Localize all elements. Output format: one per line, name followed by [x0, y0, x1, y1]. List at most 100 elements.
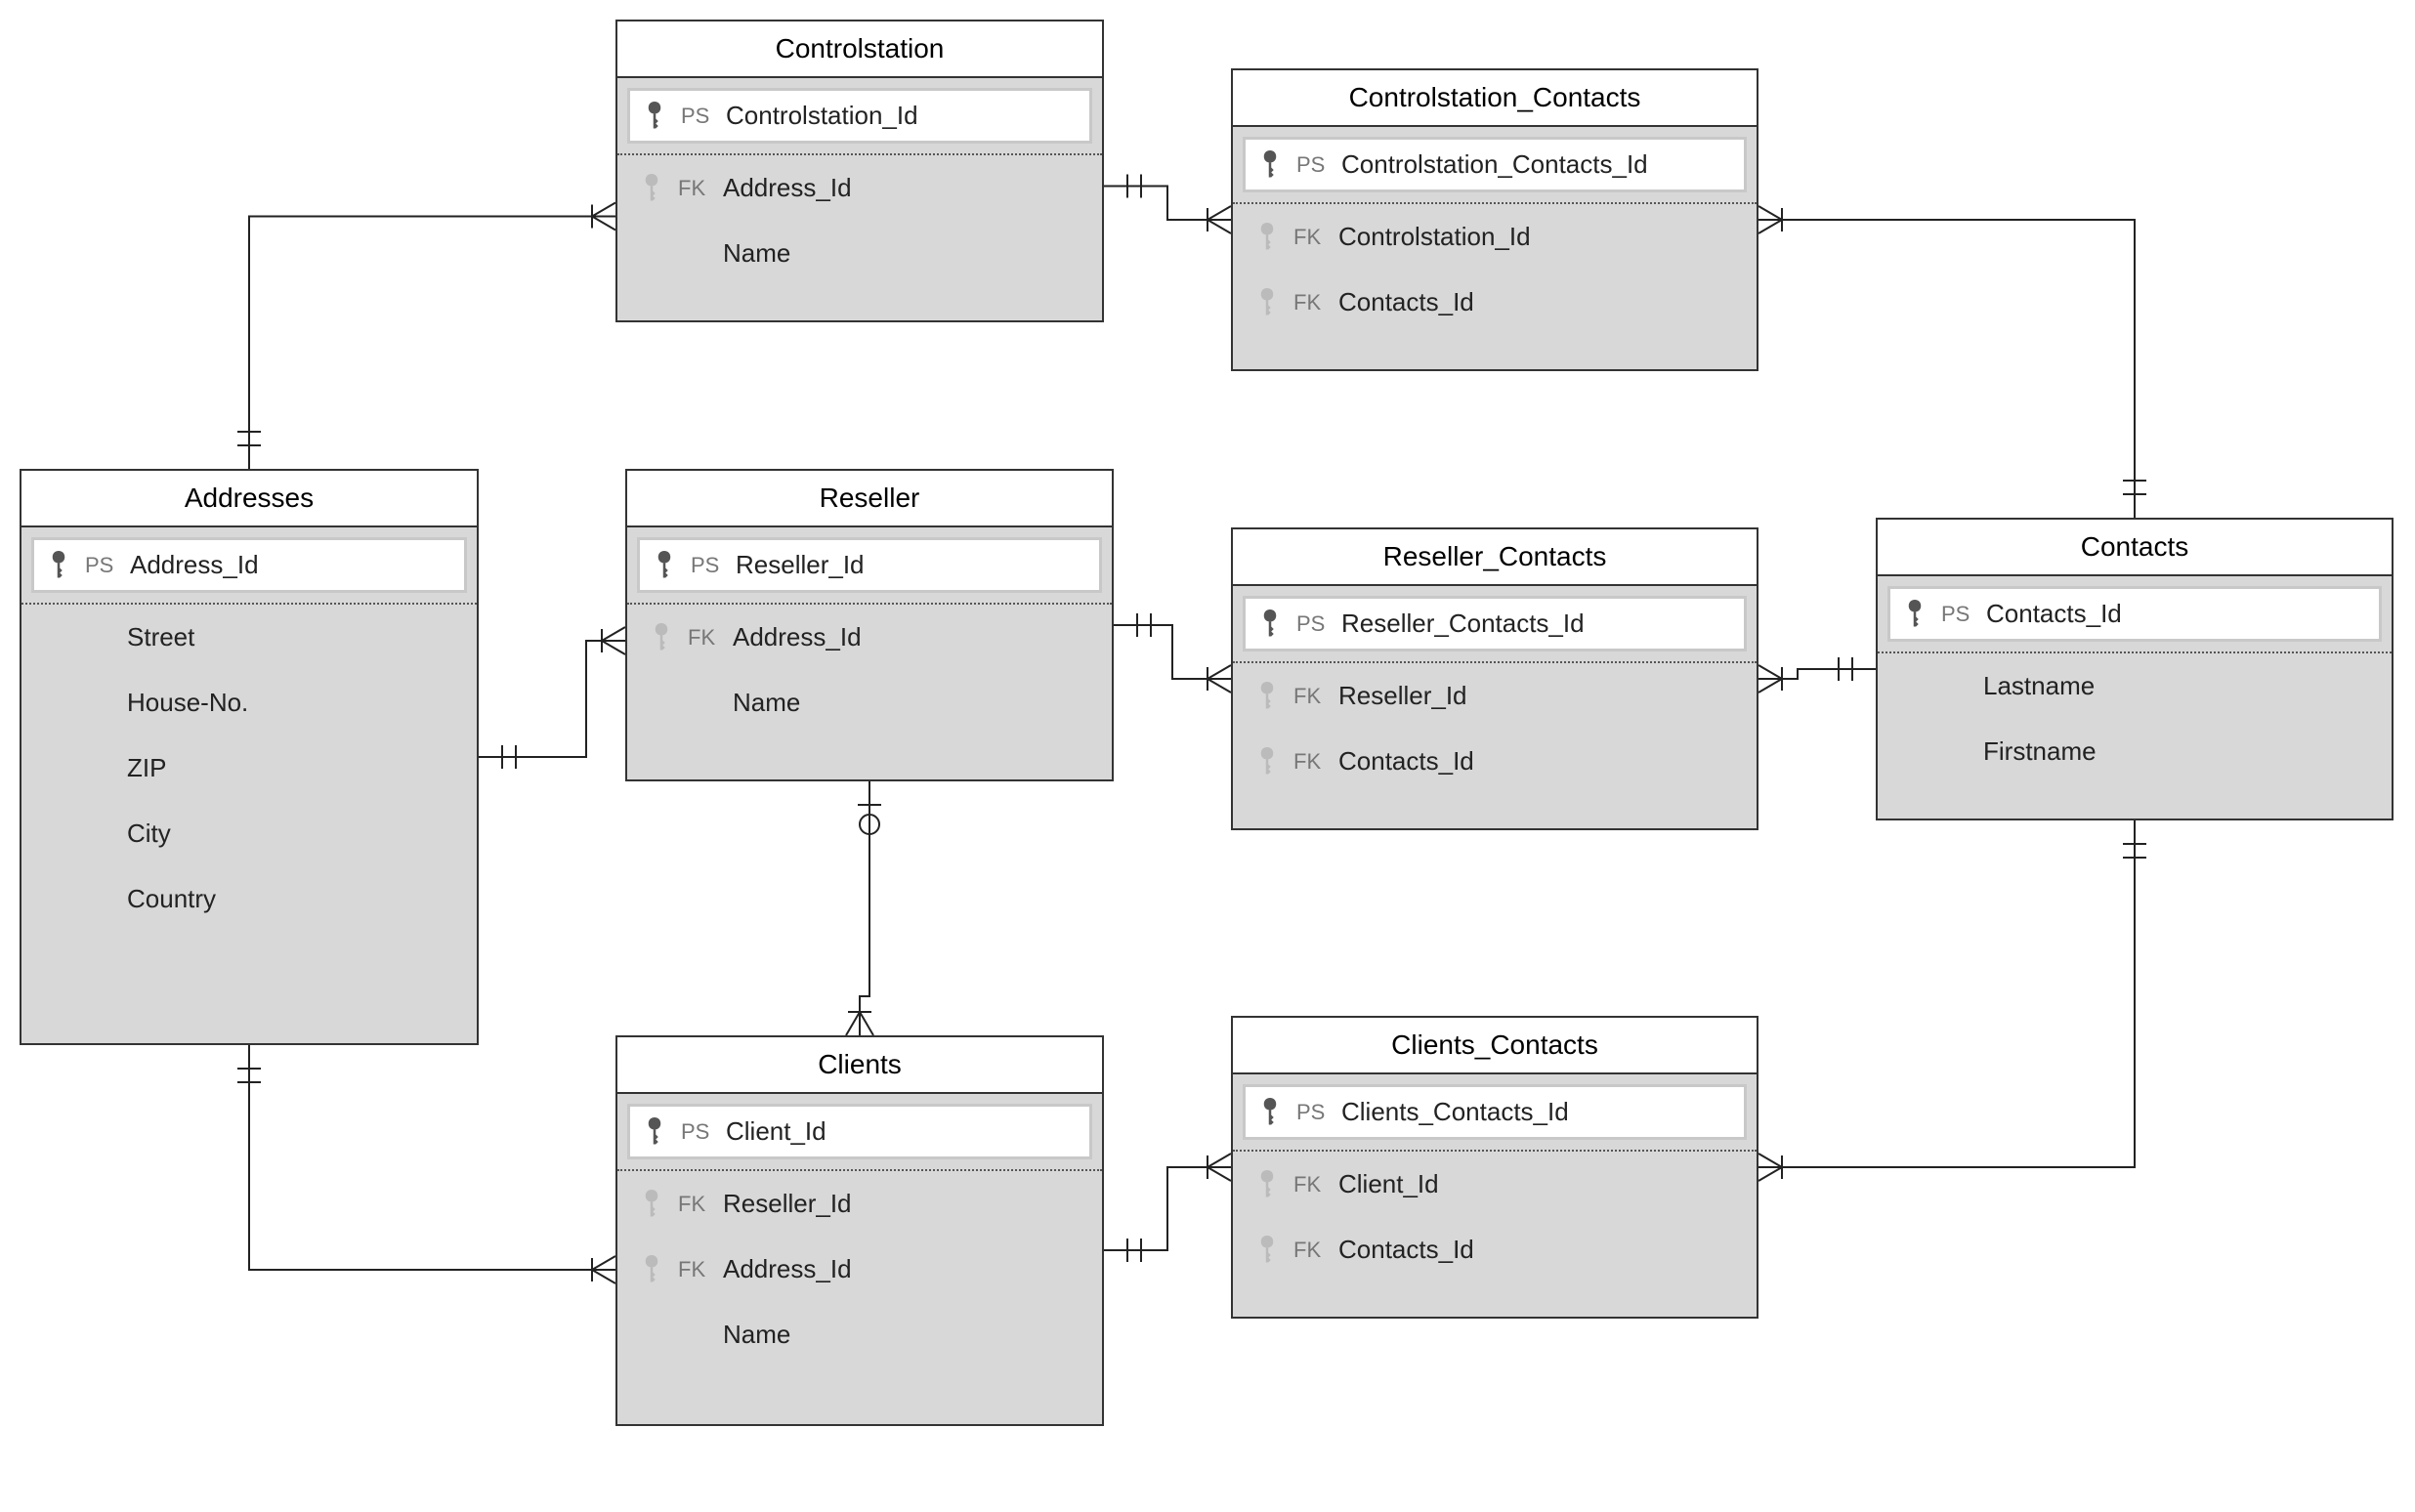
- pk-row: PS Reseller_Contacts_Id: [1243, 596, 1747, 651]
- entity-title: Reseller: [627, 471, 1112, 527]
- field-name: Address_Id: [733, 622, 862, 652]
- pk-name: Controlstation_Id: [726, 101, 918, 131]
- key-icon: [638, 1117, 671, 1147]
- field-name: Firstname: [1983, 736, 2097, 767]
- field-tag: FK: [1293, 684, 1329, 709]
- pk-tag: PS: [681, 104, 716, 129]
- field-name: Controlstation_Id: [1338, 222, 1531, 252]
- pk-name: Address_Id: [130, 550, 259, 580]
- field-tag: FK: [688, 625, 723, 651]
- field-row: FK Contacts_Id: [1233, 1217, 1757, 1282]
- pk-name: Client_Id: [726, 1116, 826, 1147]
- field-name: Name: [723, 238, 790, 269]
- entity-controlstation_contacts: Controlstation_Contacts PS Controlstatio…: [1231, 68, 1758, 371]
- field-tag: FK: [1293, 1238, 1329, 1263]
- key-icon: [1253, 1098, 1287, 1127]
- field-row: Street: [21, 605, 477, 670]
- field-name: Address_Id: [723, 1254, 852, 1284]
- field-row: FK Address_Id: [617, 155, 1102, 221]
- field-row: FK Contacts_Id: [1233, 729, 1757, 794]
- field-name: Reseller_Id: [723, 1189, 852, 1219]
- pk-tag: PS: [691, 553, 726, 578]
- field-row: Name: [617, 1302, 1102, 1367]
- field-row: FK Reseller_Id: [617, 1171, 1102, 1237]
- key-icon: [638, 102, 671, 131]
- field-row: FK Controlstation_Id: [1233, 204, 1757, 270]
- field-row: FK Client_Id: [1233, 1152, 1757, 1217]
- field-row: FK Address_Id: [627, 605, 1112, 670]
- field-name: Contacts_Id: [1338, 746, 1474, 777]
- field-tag: FK: [1293, 225, 1329, 250]
- key-icon: [1253, 150, 1287, 180]
- pk-name: Reseller_Contacts_Id: [1341, 609, 1585, 639]
- key-icon: [1898, 600, 1931, 629]
- entity-addresses: Addresses PS Address_Id Street House-No.…: [20, 469, 479, 1045]
- entity-title: Addresses: [21, 471, 477, 527]
- pk-tag: PS: [1296, 152, 1332, 178]
- field-row: Name: [627, 670, 1112, 735]
- key-icon: [645, 623, 678, 652]
- entity-title: Reseller_Contacts: [1233, 529, 1757, 586]
- key-icon: [1250, 682, 1284, 711]
- entity-title: Contacts: [1878, 520, 2392, 576]
- key-icon: [42, 551, 75, 580]
- key-icon: [1250, 1236, 1284, 1265]
- field-row: FK Contacts_Id: [1233, 270, 1757, 335]
- field-tag: FK: [1293, 1172, 1329, 1197]
- key-icon: [648, 551, 681, 580]
- pk-row: PS Client_Id: [627, 1104, 1092, 1159]
- entity-controlstation: Controlstation PS Controlstation_Id FK A…: [615, 20, 1104, 322]
- pk-row: PS Controlstation_Id: [627, 88, 1092, 144]
- field-name: Client_Id: [1338, 1169, 1439, 1199]
- field-row: Country: [21, 866, 477, 932]
- key-icon: [1250, 747, 1284, 777]
- entity-title: Controlstation: [617, 21, 1102, 78]
- entity-title: Controlstation_Contacts: [1233, 70, 1757, 127]
- field-row: Name: [617, 221, 1102, 286]
- key-icon: [1250, 1170, 1284, 1199]
- field-row: ZIP: [21, 735, 477, 801]
- entity-contacts: Contacts PS Contacts_Id Lastname Firstna…: [1876, 518, 2394, 820]
- entity-reseller_contacts: Reseller_Contacts PS Reseller_Contacts_I…: [1231, 527, 1758, 830]
- pk-tag: PS: [681, 1119, 716, 1145]
- entity-reseller: Reseller PS Reseller_Id FK Address_Id Na…: [625, 469, 1114, 781]
- field-row: City: [21, 801, 477, 866]
- key-icon: [635, 1190, 668, 1219]
- pk-row: PS Address_Id: [31, 537, 467, 593]
- key-icon: [1250, 288, 1284, 317]
- field-name: Name: [733, 688, 800, 718]
- field-tag: FK: [1293, 290, 1329, 315]
- field-tag: FK: [678, 176, 713, 201]
- pk-tag: PS: [85, 553, 120, 578]
- pk-name: Clients_Contacts_Id: [1341, 1097, 1569, 1127]
- field-name: City: [127, 819, 171, 849]
- key-icon: [1253, 609, 1287, 639]
- pk-name: Contacts_Id: [1986, 599, 2122, 629]
- pk-row: PS Reseller_Id: [637, 537, 1102, 593]
- key-icon: [635, 1255, 668, 1284]
- pk-row: PS Clients_Contacts_Id: [1243, 1084, 1747, 1140]
- pk-tag: PS: [1296, 611, 1332, 637]
- field-tag: FK: [678, 1257, 713, 1282]
- entity-clients_contacts: Clients_Contacts PS Clients_Contacts_Id …: [1231, 1016, 1758, 1319]
- field-name: Contacts_Id: [1338, 287, 1474, 317]
- entity-clients: Clients PS Client_Id FK Reseller_Id FK A…: [615, 1035, 1104, 1426]
- key-icon: [635, 174, 668, 203]
- field-name: Reseller_Id: [1338, 681, 1467, 711]
- field-name: Address_Id: [723, 173, 852, 203]
- field-name: House-No.: [127, 688, 248, 718]
- field-row: FK Reseller_Id: [1233, 663, 1757, 729]
- field-name: Lastname: [1983, 671, 2095, 701]
- field-name: Street: [127, 622, 194, 652]
- pk-name: Reseller_Id: [736, 550, 865, 580]
- entity-title: Clients: [617, 1037, 1102, 1094]
- field-name: Contacts_Id: [1338, 1235, 1474, 1265]
- field-row: FK Address_Id: [617, 1237, 1102, 1302]
- pk-row: PS Controlstation_Contacts_Id: [1243, 137, 1747, 192]
- field-row: Lastname: [1878, 653, 2392, 719]
- pk-tag: PS: [1296, 1100, 1332, 1125]
- pk-tag: PS: [1941, 602, 1976, 627]
- field-tag: FK: [1293, 749, 1329, 775]
- pk-name: Controlstation_Contacts_Id: [1341, 149, 1648, 180]
- field-row: Firstname: [1878, 719, 2392, 784]
